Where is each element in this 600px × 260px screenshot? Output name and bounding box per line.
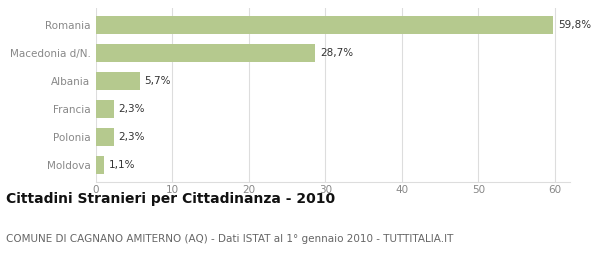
Bar [96, 72, 140, 90]
Text: 2,3%: 2,3% [118, 132, 145, 142]
Text: 28,7%: 28,7% [320, 48, 353, 58]
Bar [96, 44, 316, 62]
Text: COMUNE DI CAGNANO AMITERNO (AQ) - Dati ISTAT al 1° gennaio 2010 - TUTTITALIA.IT: COMUNE DI CAGNANO AMITERNO (AQ) - Dati I… [6, 234, 454, 244]
Text: 5,7%: 5,7% [144, 76, 170, 86]
Bar [96, 156, 104, 174]
Bar [96, 128, 113, 146]
Text: Cittadini Stranieri per Cittadinanza - 2010: Cittadini Stranieri per Cittadinanza - 2… [6, 192, 335, 206]
Text: 2,3%: 2,3% [118, 104, 145, 114]
Bar [96, 100, 113, 118]
Text: 1,1%: 1,1% [109, 160, 136, 170]
Text: 59,8%: 59,8% [558, 20, 591, 30]
Bar [96, 16, 553, 34]
